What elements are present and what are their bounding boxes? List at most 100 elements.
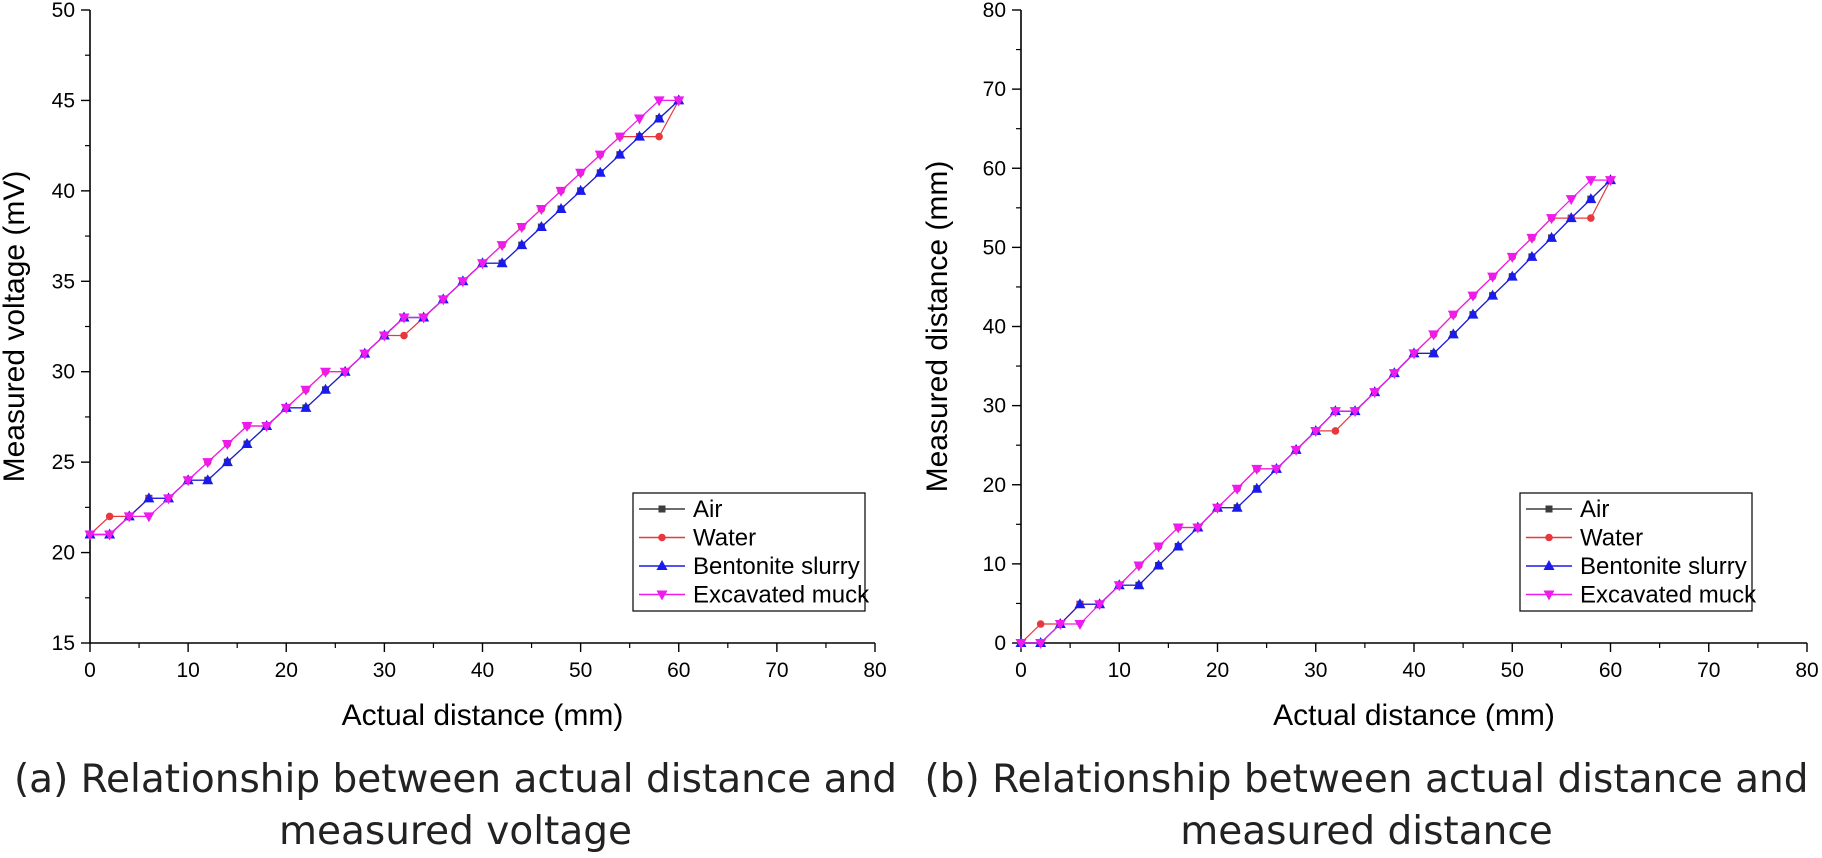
caption-a-line-1: (a) Relationship between actual distance… [13, 757, 898, 802]
chart-a-x-tick-label: 50 [569, 659, 592, 682]
chart-a-data-point-bentonite-slurry [221, 456, 233, 467]
chart-a-data-point-excavated-muck [594, 150, 606, 161]
chart-b-x-axis-title: Actual distance (mm) [1273, 699, 1555, 732]
chart-b-data-point-bentonite-slurry [1467, 308, 1479, 319]
chart-b-data-point-water [1587, 214, 1595, 222]
chart-a-x-tick-label: 70 [765, 659, 788, 682]
chart-a-legend-label-bentonite-slurry: Bentonite slurry [693, 553, 860, 580]
chart-a-data-point-bentonite-slurry [143, 492, 155, 503]
chart-b-y-tick-label: 0 [994, 632, 1006, 655]
caption-b-line-2: measured distance [1180, 809, 1553, 854]
chart-a-data-point-bentonite-slurry [634, 130, 645, 141]
chart-a-data-point-excavated-muck [457, 277, 469, 288]
chart-a-data-point-excavated-muck [104, 530, 116, 541]
chart-b-legend-label-excavated-muck: Excavated muck [1580, 582, 1757, 609]
chart-a-svg: 0 10 20 30 40 50 60 70 80 15 20 25 30 35 40 45 50 Actual … [0, 0, 887, 732]
chart-a-series-line-bentonite-slurry [90, 99, 680, 536]
chart-a-data-point-excavated-muck [614, 132, 626, 143]
chart-b-svg: 0 10 20 30 40 50 60 70 80 0 10 20 30 40 50 60 70 80 Actual… [921, 0, 1819, 732]
chart-a-data-point-excavated-muck [496, 241, 508, 252]
caption-a: (a) Relationship between actual distance… [0, 754, 911, 858]
chart-a-data-point-bentonite-slurry [202, 474, 214, 485]
chart-a-y-tick-label: 30 [52, 361, 75, 384]
chart-b-y-axis-title: Measured distance (mm) [921, 161, 954, 493]
chart-b-legend-marker-water [1545, 533, 1553, 542]
chart-b-data-point-bentonite-slurry [1546, 231, 1558, 242]
chart-a-data-point-excavated-muck [575, 168, 587, 179]
chart-b-data-point-excavated-muck [1172, 523, 1184, 534]
chart-a-y-tick-label: 45 [52, 89, 75, 112]
chart-b-data-point-excavated-muck [1447, 310, 1459, 321]
chart-b-x-tick-label: 80 [1795, 659, 1818, 682]
chart-b-data-point-excavated-muck [1251, 464, 1263, 475]
chart-a-legend-label-excavated-muck: Excavated muck [693, 582, 870, 609]
chart-a-data-point-water [400, 331, 408, 340]
chart-a-data-point-bentonite-slurry [575, 184, 587, 195]
chart-b-legend-marker-air [1545, 505, 1553, 513]
chart-b-data-point-excavated-muck [1153, 542, 1165, 553]
chart-b-data-point-excavated-muck [1388, 369, 1400, 380]
chart-a-data-point-excavated-muck [555, 186, 567, 197]
chart-a-y-tick-label: 15 [52, 632, 75, 655]
chart-b-data-point-excavated-muck [1329, 407, 1341, 418]
chart-a-data-point-excavated-muck [320, 367, 331, 378]
chart-b-data-point-bentonite-slurry [1251, 482, 1263, 493]
chart-b-data-point-excavated-muck [1408, 349, 1420, 360]
chart-b-data-point-excavated-muck [1526, 233, 1538, 244]
chart-b-data-point-excavated-muck [1467, 291, 1479, 302]
chart-b-data-point-excavated-muck [1074, 620, 1086, 631]
chart-b-x-tick-label: 20 [1206, 659, 1229, 682]
chart-b-y-tick-label: 40 [983, 316, 1006, 339]
chart-a-legend-label-air: Air [693, 496, 722, 523]
chart-b-x-tick-label: 40 [1402, 659, 1425, 682]
chart-b-data-point-water [1331, 427, 1340, 435]
chart-b-series-excavated-muck [1015, 176, 1616, 649]
caption-a-line-2: measured voltage [279, 809, 632, 854]
chart-a-y-tick-label: 50 [52, 0, 75, 22]
chart-b-legend-label-bentonite-slurry: Bentonite slurry [1580, 553, 1747, 580]
chart-a-x-tick-label: 30 [373, 659, 396, 682]
chart-a-data-point-excavated-muck [143, 512, 155, 523]
chart-a-y-tick-label: 25 [52, 451, 75, 474]
chart-b-data-point-excavated-muck [1487, 272, 1499, 283]
chart-a-data-point-excavated-muck [437, 295, 449, 306]
chart-a-data-point-excavated-muck [477, 259, 488, 270]
chart-b-x-tick-label: 70 [1697, 659, 1720, 682]
chart-a-data-point-excavated-muck [673, 96, 685, 107]
chart-a-x-tick-label: 60 [667, 659, 690, 682]
chart-b-data-point-excavated-muck [1605, 176, 1616, 187]
chart-b-data-point-bentonite-slurry [1506, 270, 1518, 281]
chart-a-data-point-excavated-muck [261, 421, 273, 432]
chart-b-data-point-bentonite-slurry [1428, 347, 1440, 358]
chart-b-y-tick-label: 60 [983, 157, 1006, 180]
chart-a-legend-marker-water [658, 533, 666, 542]
chart-a-y-axis-title: Measured voltage (mV) [0, 171, 31, 483]
chart-panel-b: 0 10 20 30 40 50 60 70 80 0 10 20 30 40 50 60 70 80 Actual… [911, 0, 1822, 854]
chart-b-data-point-excavated-muck [1231, 484, 1243, 495]
chart-b-data-point-excavated-muck [1546, 214, 1558, 225]
chart-a-legend-marker-air [658, 505, 666, 513]
chart-b-data-point-excavated-muck [1369, 388, 1381, 399]
chart-b-data-point-excavated-muck [1094, 600, 1106, 611]
chart-a-data-point-excavated-muck [241, 421, 253, 432]
chart-b-data-point-bentonite-slurry [1133, 579, 1145, 590]
chart-b-data-point-excavated-muck [1270, 464, 1282, 475]
chart-a-data-point-bentonite-slurry [535, 221, 547, 232]
chart-b-y-tick-label: 10 [983, 553, 1006, 576]
chart-a-axes: 0 10 20 30 40 50 60 70 80 15 20 25 30 35 40 45 50 [52, 0, 887, 682]
chart-a-data-point-bentonite-slurry [320, 383, 331, 394]
chart-a-data-point-excavated-muck [653, 96, 665, 107]
chart-a-data-point-excavated-muck [300, 385, 312, 396]
chart-a-data-point-excavated-muck [339, 367, 351, 378]
chart-b-x-tick-label: 10 [1108, 659, 1131, 682]
chart-a-y-tick-label: 40 [52, 180, 75, 203]
chart-a-data-point-excavated-muck [202, 458, 214, 469]
chart-b-axes: 0 10 20 30 40 50 60 70 80 0 10 20 30 40 50 60 70 80 [983, 0, 1819, 682]
chart-a-x-tick-label: 20 [275, 659, 298, 682]
chart-panel-a: 0 10 20 30 40 50 60 70 80 15 20 25 30 35 40 45 50 Actual … [0, 0, 911, 854]
chart-b-data-point-excavated-muck [1015, 639, 1027, 649]
chart-a-data-point-bentonite-slurry [496, 257, 508, 268]
chart-b-data-point-excavated-muck [1310, 426, 1322, 437]
chart-a-data-point-water [105, 512, 114, 521]
